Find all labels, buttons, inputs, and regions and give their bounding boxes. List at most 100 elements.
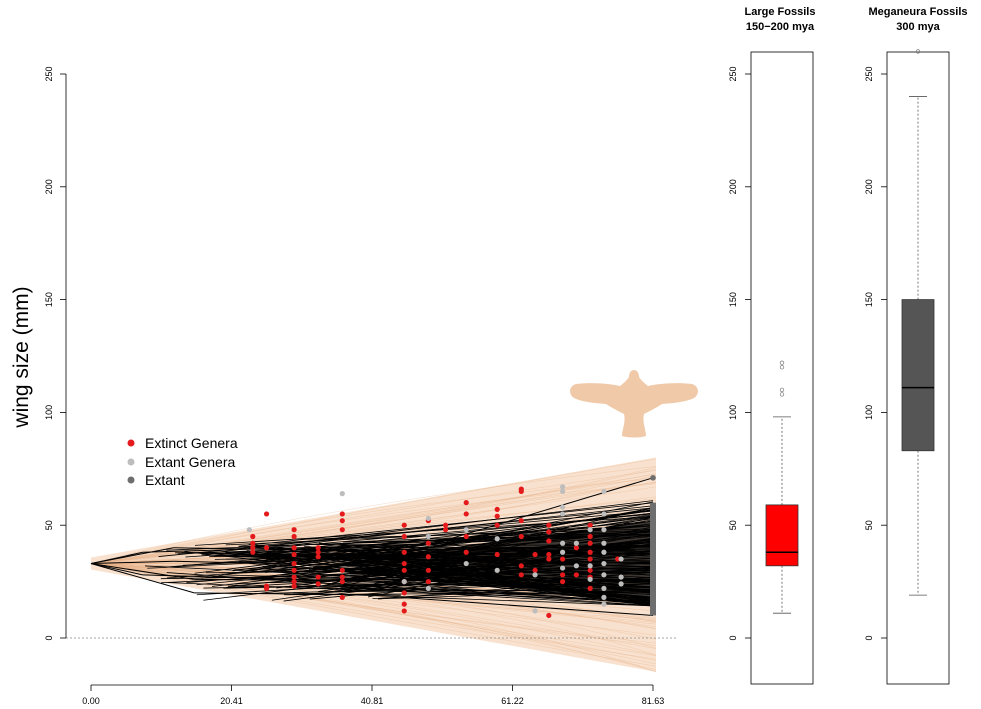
extant-genera-point [573,540,579,546]
box-y-tick-label: 100 [864,405,874,420]
envelope-trajectory [90,476,657,564]
fossil-points [246,484,624,619]
extant-genera-point [532,608,538,614]
extant-genera-point [573,563,579,569]
extinct-genera-point [587,556,593,562]
extinct-genera-point [587,549,593,555]
envelope-trajectory [90,478,657,564]
extinct-genera-point [494,506,500,513]
tree-branch [142,574,350,582]
extinct-genera-point [560,572,566,578]
extinct-genera-point [518,488,524,494]
main-x-tick-label: 61.22 [501,696,524,706]
main-x-tick-label: 0.00 [82,696,100,706]
main-y-tick-label: 250 [44,66,54,81]
extant-genera-point [425,533,431,540]
extinct-genera-point [250,540,256,546]
extant-genera-point [560,511,566,517]
envelope-trajectory [90,481,657,564]
extinct-genera-point [291,560,297,567]
envelope-trajectory [90,473,657,564]
extinct-genera-point [291,527,297,533]
extant-genera-point [601,560,607,567]
box-y-tick-label: 50 [728,520,738,530]
extant-genera-point [560,565,566,571]
tree-branch [435,477,654,544]
extinct-genera-point [401,560,407,567]
large-fossils-title-line1: Large Fossils [745,6,816,18]
extinct-genera-point [291,545,297,551]
tree-branch [205,500,654,554]
extinct-genera-point [573,545,579,551]
main-axes: 0 50 100 150 200 250 0.00 20.41 40.81 61.22 81.63 [44,66,664,706]
tree-branch [400,596,654,616]
extinct-genera-point [587,540,593,546]
extant-genera-point [601,488,607,494]
envelope-trajectory [90,466,657,564]
large-fossils-boxplot: Large Fossils 150−200 mya 0 50 100 150 200 25… [728,6,816,685]
legend-label-extant: Extant [145,472,185,488]
main-x-tick-label: 40.81 [361,696,384,706]
envelope-trajectory [90,563,657,660]
box-outlier [779,387,785,392]
extant-genera-point [601,572,607,578]
extant-genera-point [339,491,345,497]
tree-branch [340,587,654,607]
tree-branch [90,560,174,565]
extant-genera-point [401,579,407,585]
extinct-genera-point [425,567,431,573]
extinct-genera-point [315,549,321,555]
extinct-genera-point [425,579,431,585]
main-chart: 0 50 100 150 200 250 0.00 20.41 40.81 61.22 81.63 [44,66,676,706]
extant-genera-point [601,585,607,591]
legend-marker-extant-genera [127,458,135,466]
extinct-genera-point [532,551,538,558]
extinct-genera-point [339,567,345,573]
legend-label-extant-genera: Extant Genera [145,454,235,470]
box-y-tick-label: 150 [864,292,874,307]
box-outlier [915,49,921,54]
meganeura-title-line1: Meganeura Fossils [868,6,967,18]
extinct-genera-point [401,549,407,555]
extinct-genera-point [339,518,345,524]
extinct-genera-point [291,567,297,573]
extant-genera-point [425,515,431,522]
extinct-genera-point [425,554,431,560]
tree-branch [194,592,401,596]
extinct-genera-point [401,608,407,614]
box-outlier [779,365,785,370]
tree-branch [90,563,143,576]
extinct-genera-point [546,529,552,535]
legend-marker-extinct-genera [127,439,135,447]
extinct-genera-point [339,594,345,600]
extinct-genera-point [401,533,407,540]
extinct-genera-point [250,545,256,551]
extinct-genera-point [425,540,431,546]
extant-genera-point [587,563,593,569]
extinct-genera-point [532,567,538,573]
extinct-genera-point [494,551,500,558]
bird-silhouette-icon [570,370,698,438]
box-y-tick-label: 0 [864,635,874,640]
extinct-genera-point [463,549,469,555]
extant-genera-point [618,581,624,587]
extant-genera-point [601,511,607,517]
main-y-tick-label: 200 [44,179,54,194]
extinct-genera-point [291,583,297,589]
extinct-genera-point [339,574,345,580]
main-x-tick-label: 20.41 [220,696,243,706]
box-y-tick-label: 0 [728,635,738,640]
extinct-genera-point [315,545,321,551]
extant-genera-point [601,527,607,533]
extinct-genera-point [518,518,524,524]
extinct-genera-point [463,500,469,506]
extinct-genera-point [442,522,449,528]
extant-genera-point [618,556,624,562]
extinct-genera-point [587,533,593,540]
extinct-genera-point [339,527,345,533]
extinct-genera-point [587,585,593,591]
legend-label-extinct-genera: Extinct Genera [145,435,238,451]
extant-genera-point [601,594,607,600]
box-y-tick-label: 250 [864,66,874,81]
